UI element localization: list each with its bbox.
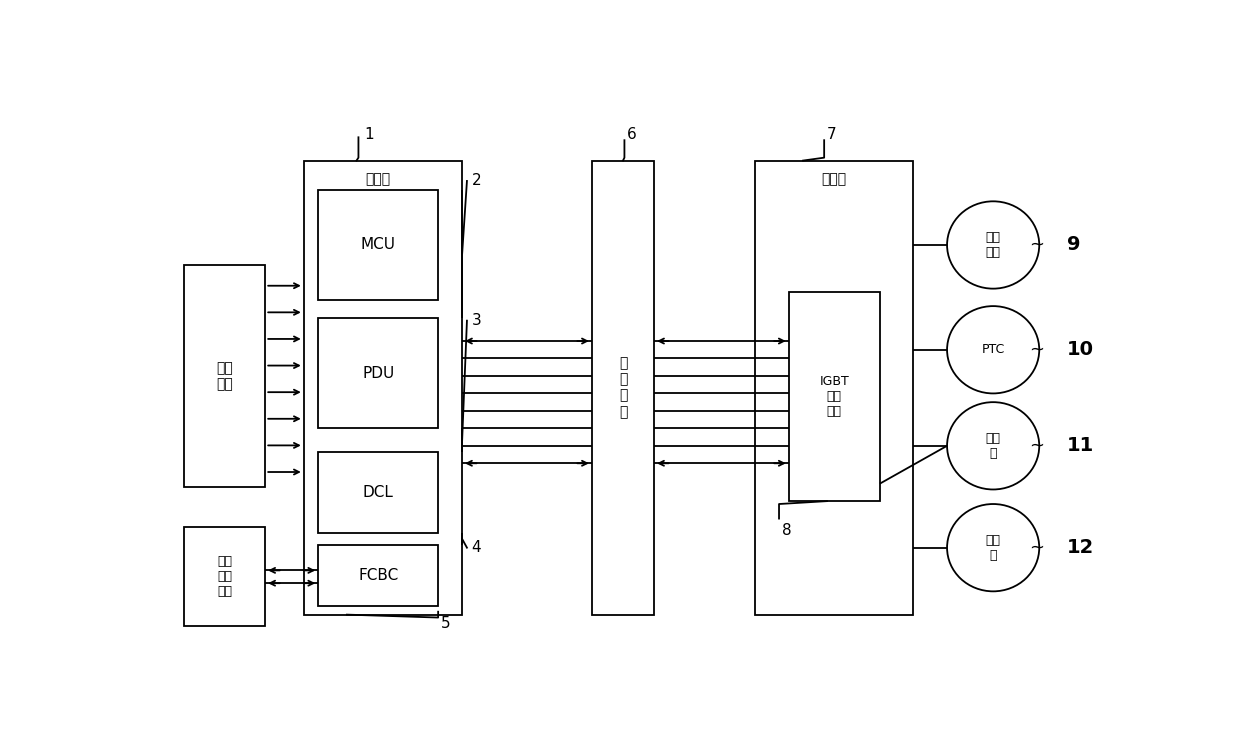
Text: PDU: PDU [362, 366, 394, 380]
Text: 蓄电
池: 蓄电 池 [986, 534, 1001, 562]
Bar [183, 265, 265, 487]
Ellipse shape [947, 504, 1040, 591]
Bar [755, 160, 913, 615]
Text: 11: 11 [1067, 436, 1094, 455]
Bar [318, 318, 439, 429]
Text: PTC: PTC [981, 343, 1005, 356]
Text: 压缩
机: 压缩 机 [986, 432, 1001, 460]
Text: ~: ~ [1028, 437, 1044, 455]
Bar [304, 160, 462, 615]
Text: 功率板: 功率板 [821, 172, 846, 186]
Ellipse shape [947, 402, 1040, 489]
Ellipse shape [947, 306, 1040, 393]
Text: 9: 9 [1067, 235, 1080, 255]
Text: IGBT
功率
元件: IGBT 功率 元件 [819, 375, 849, 418]
Text: 输入
接口: 输入 接口 [216, 361, 233, 391]
Text: ~: ~ [1028, 539, 1044, 556]
Bar [592, 160, 654, 615]
Bar [318, 451, 439, 533]
Text: 4: 4 [472, 541, 482, 555]
Bar [183, 528, 265, 626]
Text: 12: 12 [1067, 538, 1094, 557]
Text: 1: 1 [364, 127, 374, 142]
Text: 网络
连接
端口: 网络 连接 端口 [217, 556, 232, 598]
Text: 控制板: 控制板 [366, 172, 390, 186]
Text: 8: 8 [782, 522, 792, 538]
Text: 集
成
电
路: 集 成 电 路 [618, 356, 627, 419]
Text: DCL: DCL [363, 485, 394, 500]
Bar [318, 190, 439, 300]
Bar [789, 292, 880, 501]
Text: 10: 10 [1067, 340, 1094, 359]
Text: FCBC: FCBC [358, 568, 398, 583]
Ellipse shape [947, 201, 1040, 289]
Text: 7: 7 [828, 127, 836, 142]
Text: 3: 3 [472, 313, 482, 328]
Text: 5: 5 [441, 616, 451, 631]
Text: 驱动
电机: 驱动 电机 [986, 231, 1001, 259]
Text: ~: ~ [1028, 341, 1044, 359]
Text: 2: 2 [472, 173, 482, 188]
Text: ~: ~ [1028, 236, 1044, 254]
Text: 6: 6 [627, 127, 637, 142]
Text: MCU: MCU [361, 237, 395, 253]
Bar [318, 545, 439, 606]
